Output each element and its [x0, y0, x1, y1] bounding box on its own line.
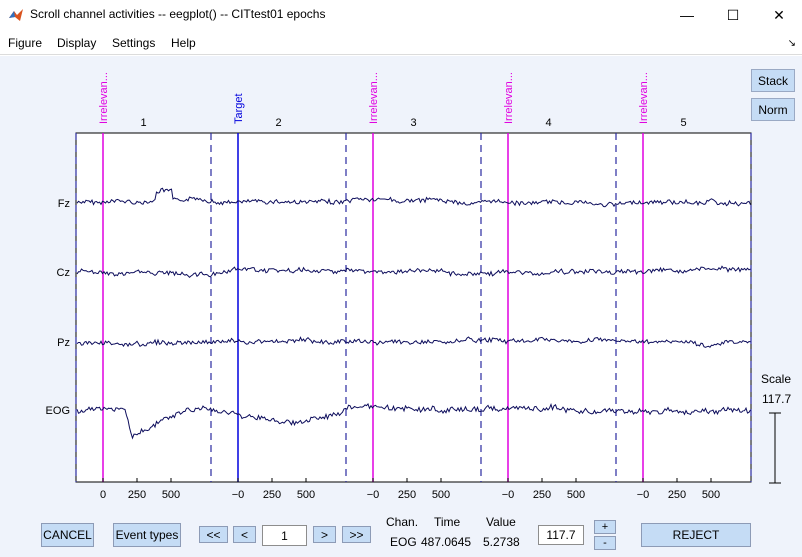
channel-label: EOG: [46, 405, 70, 417]
scale-label: Scale: [761, 372, 792, 386]
prev-page-button[interactable]: <: [233, 526, 256, 543]
cancel-button[interactable]: CANCEL: [41, 523, 94, 547]
first-page-button[interactable]: <<: [199, 526, 228, 543]
event-markers: [102, 133, 644, 482]
menu-help[interactable]: Help: [171, 36, 196, 50]
x-tick-label: 500: [432, 489, 450, 501]
menu-settings[interactable]: Settings: [112, 36, 156, 50]
epoch-number: 4: [545, 117, 551, 129]
x-tick-label: 250: [128, 489, 146, 501]
value-value: 5.2738: [483, 535, 520, 549]
menu-overflow-icon[interactable]: ↘: [787, 38, 796, 49]
x-tick-label: 500: [702, 489, 720, 501]
x-tick-label: −0: [637, 489, 650, 501]
maximize-button[interactable]: ☐: [726, 6, 740, 23]
x-tick-label: 500: [567, 489, 585, 501]
epoch-number: 1: [140, 117, 146, 129]
x-tick-label: 0: [100, 489, 106, 501]
x-tick-label: 250: [398, 489, 416, 501]
event-label: Irrelevan...: [638, 72, 650, 124]
epoch-boundaries: [75, 133, 752, 482]
scale-value: 117.7: [762, 392, 792, 406]
x-tick-label: −0: [232, 489, 245, 501]
channel-trace: [76, 336, 751, 348]
time-header: Time: [434, 515, 461, 529]
last-page-button[interactable]: >>: [342, 526, 371, 543]
window-title: Scroll channel activities -- eegplot() -…: [30, 7, 326, 21]
event-types-button[interactable]: Event types: [113, 523, 181, 547]
chan-value: EOG: [390, 535, 417, 549]
x-tick-label: 250: [533, 489, 551, 501]
x-tick-label: −0: [502, 489, 515, 501]
plot-background: [75, 132, 752, 483]
scale-decrease-button[interactable]: -: [594, 536, 616, 550]
epoch-number: 3: [410, 117, 416, 129]
scale-input[interactable]: 117.7: [538, 525, 584, 545]
channel-label: Fz: [58, 198, 70, 210]
channel-label: Cz: [57, 267, 70, 279]
channel-trace: [76, 403, 751, 440]
value-header: Value: [486, 515, 516, 529]
x-tick-label: 250: [668, 489, 686, 501]
menu-display[interactable]: Display: [57, 36, 97, 50]
menu-figure[interactable]: Figure: [8, 36, 43, 50]
channel-labels: Fz Cz Pz EOG: [46, 198, 70, 417]
channel-trace: [76, 265, 751, 278]
close-button[interactable]: ✕: [773, 6, 785, 23]
event-label: Irrelevan...: [368, 72, 380, 124]
event-label: Irrelevan...: [503, 72, 515, 124]
x-ticks: 0 250 500 −0 250 500 −0 250 500 −0 250 500 −0 250 500: [100, 478, 720, 501]
event-labels: Irrelevan... Target Irrelevan... Irrelevan.…: [98, 72, 650, 124]
epoch-number: 2: [275, 117, 281, 129]
epoch-number: 5: [680, 117, 686, 129]
reject-button[interactable]: REJECT: [641, 523, 751, 547]
page-input[interactable]: 1: [262, 525, 307, 546]
x-tick-label: 500: [162, 489, 180, 501]
scale-bar-icon: [769, 412, 781, 484]
event-label: Irrelevan...: [98, 72, 110, 124]
x-tick-label: −0: [367, 489, 380, 501]
x-tick-label: 500: [297, 489, 315, 501]
epoch-labels: 1 2 3 4 5: [140, 117, 686, 129]
minimize-button[interactable]: —: [680, 7, 694, 23]
time-value: 487.0645: [421, 535, 472, 549]
figure-area: Fz Cz Pz EOG 0 250 500 −0 250 500 −0 250 500 −0 250 50…: [0, 56, 802, 557]
event-label: Target: [233, 93, 245, 124]
scale-increase-button[interactable]: +: [594, 520, 616, 534]
channel-traces: [76, 187, 751, 440]
x-tick-label: 250: [263, 489, 281, 501]
title-bar: Scroll channel activities -- eegplot() -…: [0, 0, 802, 30]
channel-trace: [76, 187, 751, 208]
norm-button[interactable]: Norm: [751, 98, 795, 121]
chan-header: Chan.: [386, 515, 419, 529]
menu-bar: Figure Display Settings Help ↘: [0, 31, 802, 55]
next-page-button[interactable]: >: [313, 526, 336, 543]
stack-button[interactable]: Stack: [751, 69, 795, 92]
channel-label: Pz: [57, 337, 70, 349]
matlab-icon: [9, 9, 23, 21]
